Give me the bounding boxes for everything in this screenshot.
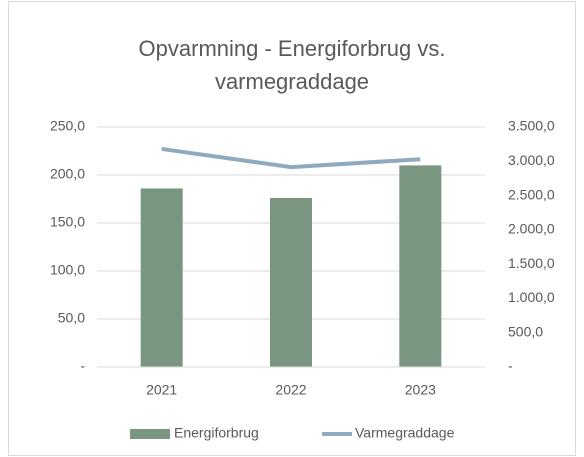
line-series [161, 146, 421, 170]
y2-tick-label: - [508, 358, 513, 374]
legend-label: Varmegraddage [355, 425, 455, 441]
x-tick-label: 2022 [275, 382, 306, 398]
y-tick-label: 50,0 [58, 310, 85, 326]
chart-title: Opvarmning - Energiforbrug vs. varmegrad… [138, 36, 446, 94]
legend-label: Energiforbrug [174, 425, 259, 441]
y-tick-label: 100,0 [50, 262, 85, 278]
y-tick-label: 150,0 [50, 214, 85, 230]
y2-tick-label: 1.500,0 [508, 255, 555, 271]
y-tick-label: 250,0 [50, 118, 85, 134]
y2-tick-label: 2.000,0 [508, 221, 555, 237]
bar [399, 165, 442, 367]
y2-tick-label: 3.500,0 [508, 118, 555, 134]
y2-tick-label: 3.000,0 [508, 152, 555, 168]
y2-tick-label: 1.000,0 [508, 289, 555, 305]
legend-swatch [130, 429, 170, 439]
x-tick-label: 2021 [146, 382, 177, 398]
bar [270, 198, 312, 367]
x-tick-label: 2023 [405, 382, 436, 398]
y2-tick-label: 500,0 [508, 323, 543, 339]
bar [140, 188, 183, 367]
y2-tick-label: 2.500,0 [508, 186, 555, 202]
y-tick-label: - [80, 358, 85, 374]
y-tick-label: 200,0 [50, 166, 85, 182]
